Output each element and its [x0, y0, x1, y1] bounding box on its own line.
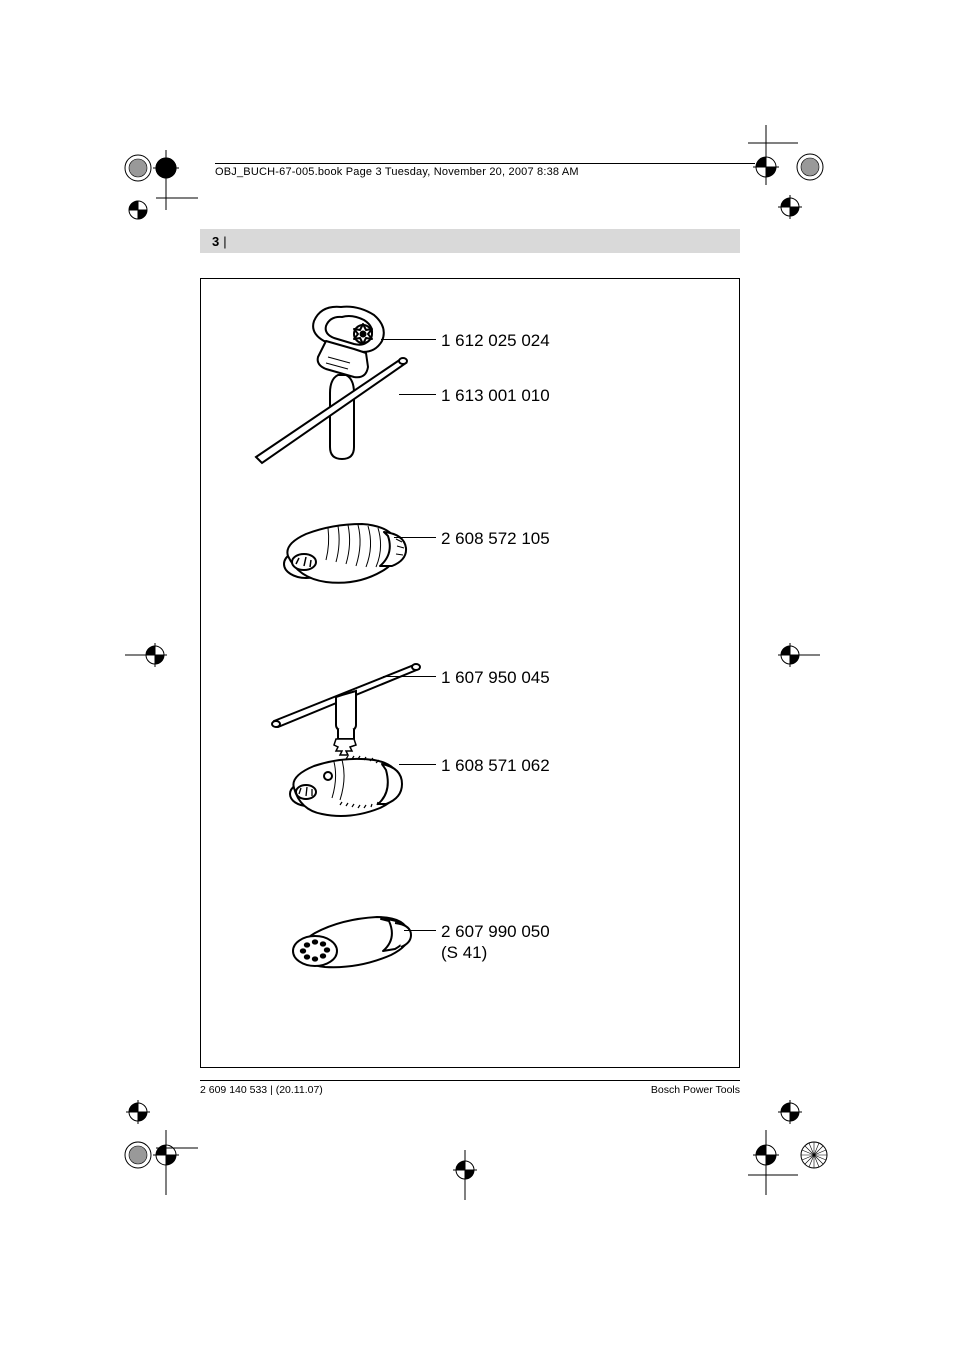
- page-number: 3: [212, 234, 219, 249]
- header-text: OBJ_BUCH-67-005.book Page 3 Tuesday, Nov…: [215, 166, 579, 178]
- part-code: 1 612 025 024: [441, 331, 550, 351]
- content-frame: 1 612 025 024 1 613 001 010: [200, 278, 740, 1068]
- crop-mark-icon: [440, 1150, 490, 1200]
- part-code: 1 613 001 010: [441, 386, 550, 406]
- part-code: 1 608 571 062: [441, 756, 550, 776]
- page-pipe: |: [223, 234, 226, 249]
- part-subcode: (S 41): [441, 943, 487, 963]
- page: OBJ_BUCH-67-005.book Page 3 Tuesday, Nov…: [0, 0, 954, 1350]
- leader-line: [399, 764, 436, 765]
- crop-mark-icon: [748, 125, 828, 220]
- crop-mark-icon: [748, 1100, 838, 1195]
- leader-line: [381, 339, 436, 340]
- footer-right: Bosch Power Tools: [651, 1084, 740, 1096]
- part-code: 2 607 990 050: [441, 922, 550, 942]
- document-header: OBJ_BUCH-67-005.book Page 3 Tuesday, Nov…: [215, 163, 755, 178]
- bit-sharpener-icon: [281, 899, 416, 989]
- auxiliary-handle-icon: [246, 299, 436, 479]
- crop-mark-icon: [118, 1100, 198, 1195]
- keyless-chuck-icon: [276, 504, 411, 604]
- leader-line: [404, 930, 436, 931]
- crop-mark-icon: [770, 635, 820, 675]
- part-code: 2 608 572 105: [441, 529, 550, 549]
- page-footer: 2 609 140 533 | (20.11.07) Bosch Power T…: [200, 1080, 740, 1096]
- footer-left: 2 609 140 533 | (20.11.07): [200, 1084, 323, 1096]
- crop-mark-icon: [125, 635, 175, 675]
- crop-mark-icon: [118, 150, 198, 230]
- chuck-key-icon: [266, 659, 421, 824]
- leader-line: [383, 676, 436, 677]
- leader-line: [394, 537, 436, 538]
- leader-line: [399, 394, 436, 395]
- part-code: 1 607 950 045: [441, 668, 550, 688]
- page-number-bar: 3 |: [200, 229, 740, 253]
